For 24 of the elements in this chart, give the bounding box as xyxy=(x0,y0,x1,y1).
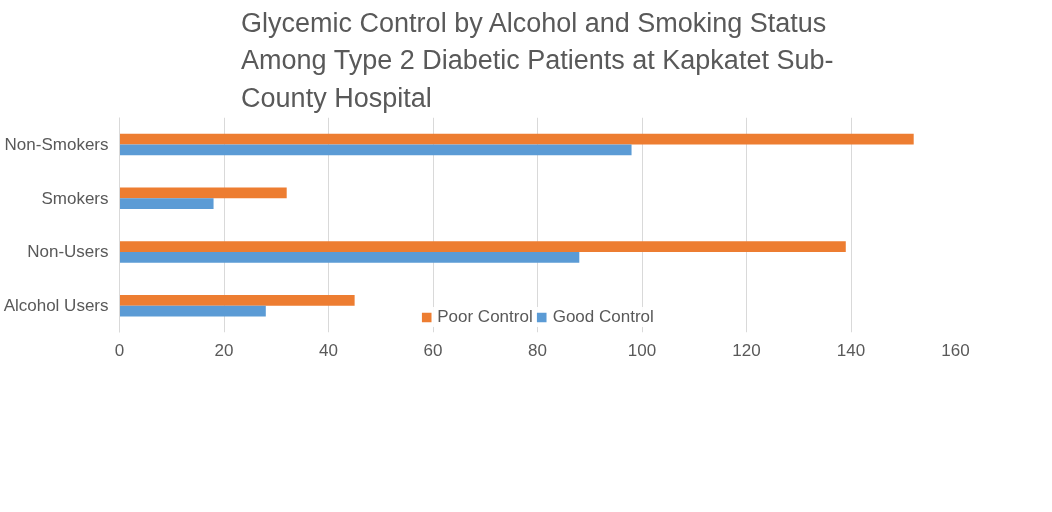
chart-title: Glycemic Control by Alcohol and Smoking Status Among Type 2 Diabetic Patients at Kapkatet Sub-County Hospital xyxy=(241,7,834,113)
x-tick-label: 140 xyxy=(836,340,866,360)
x-tick-label: 160 xyxy=(941,340,970,360)
x-tick-label: 100 xyxy=(627,340,657,360)
legend-label: Good Control xyxy=(552,307,654,327)
legend-label: Poor Control xyxy=(437,307,533,327)
y-tick-label: Smokers xyxy=(41,188,109,208)
x-tick-label: 120 xyxy=(732,340,761,360)
bar xyxy=(119,133,914,145)
x-tick-label: 60 xyxy=(423,340,443,360)
x-tick-label: 80 xyxy=(528,340,547,360)
bar xyxy=(119,305,266,317)
bar xyxy=(119,241,846,252)
x-tick-label: 0 xyxy=(114,340,125,360)
y-tick-label: Non-Smokers xyxy=(4,134,109,154)
x-tick-label: 20 xyxy=(214,340,234,360)
y-tick-label: Alcohol Users xyxy=(3,296,109,316)
bar xyxy=(119,187,287,199)
bar xyxy=(119,294,355,306)
bar xyxy=(119,144,632,156)
x-tick-label: 40 xyxy=(319,340,338,360)
bar xyxy=(119,198,214,209)
y-tick-label: Non-Users xyxy=(27,242,109,262)
bar xyxy=(119,251,580,263)
